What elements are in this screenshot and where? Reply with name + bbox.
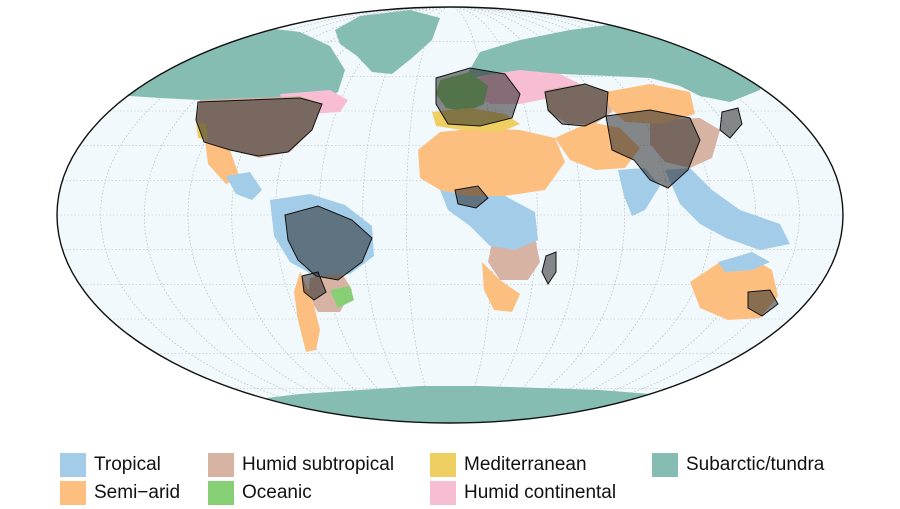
legend-label-oceanic: Oceanic [242,482,312,503]
legend-item-subarctic-tundra: Subarctic/tundra [652,452,824,478]
region-north-america-north [95,26,345,100]
map-outline [56,6,844,424]
region-se-brazil [330,286,354,308]
highlight-madagascar [541,251,557,285]
graticule-meridian [144,7,756,423]
region-southern-africa [488,238,540,280]
legend-label-humid-subtropical: Humid subtropical [242,454,395,475]
region-southeast-asia [665,168,790,250]
legend-item-semi-arid: Semi−arid [60,480,180,506]
legend-label-subarctic-tundra: Subarctic/tundra [686,454,825,475]
highlight-regions [195,67,779,317]
region-north-australia [718,252,770,272]
legend-label-humid-continental: Humid continental [464,482,617,503]
region-patagonia [294,272,320,352]
legend-item-mediterranean: Mediterranean [430,452,587,478]
legend-swatch-tropical [60,453,86,477]
legend-swatch-semi-arid [60,481,86,505]
region-sahara [418,128,565,196]
region-mexico-west [205,140,240,184]
graticule-meridian [231,7,669,423]
legend-item-humid-continental: Humid continental [430,480,616,506]
legend-label-mediterranean: Mediterranean [464,454,587,475]
highlight-brazil [284,205,373,281]
region-central-america [226,172,262,200]
highlight-se-australia [747,289,779,317]
legend-item-tropical: Tropical [60,452,161,478]
legend-label-semi-arid: Semi−arid [94,482,181,503]
legend-item-oceanic: Oceanic [208,480,312,506]
legend: Tropical Semi−arid Humid subtropical Oce… [60,452,880,506]
graticule-meridian [275,7,625,423]
graticule-meridian [100,7,800,423]
graticule-meridian [406,7,494,423]
graticule-meridian [362,7,538,423]
legend-swatch-oceanic [208,481,234,505]
region-south-africa-arid [482,262,520,312]
legend-item-humid-subtropical: Humid subtropical [208,452,394,478]
legend-swatch-subarctic-tundra [652,453,678,477]
highlight-nigeria-chad [454,185,489,209]
highlight-kazakhstan [544,83,609,127]
legend-label-tropical: Tropical [94,454,161,475]
legend-swatch-humid-subtropical [208,453,234,477]
legend-swatch-humid-continental [430,481,456,505]
highlight-usa [195,97,323,157]
highlight-bolivia [301,271,327,301]
highlight-china [605,109,701,189]
highlight-japan [719,107,743,139]
legend-swatch-mediterranean [430,453,456,477]
region-greenland [335,10,440,74]
highlight-europe [435,67,521,127]
world-climate-map [56,6,844,424]
